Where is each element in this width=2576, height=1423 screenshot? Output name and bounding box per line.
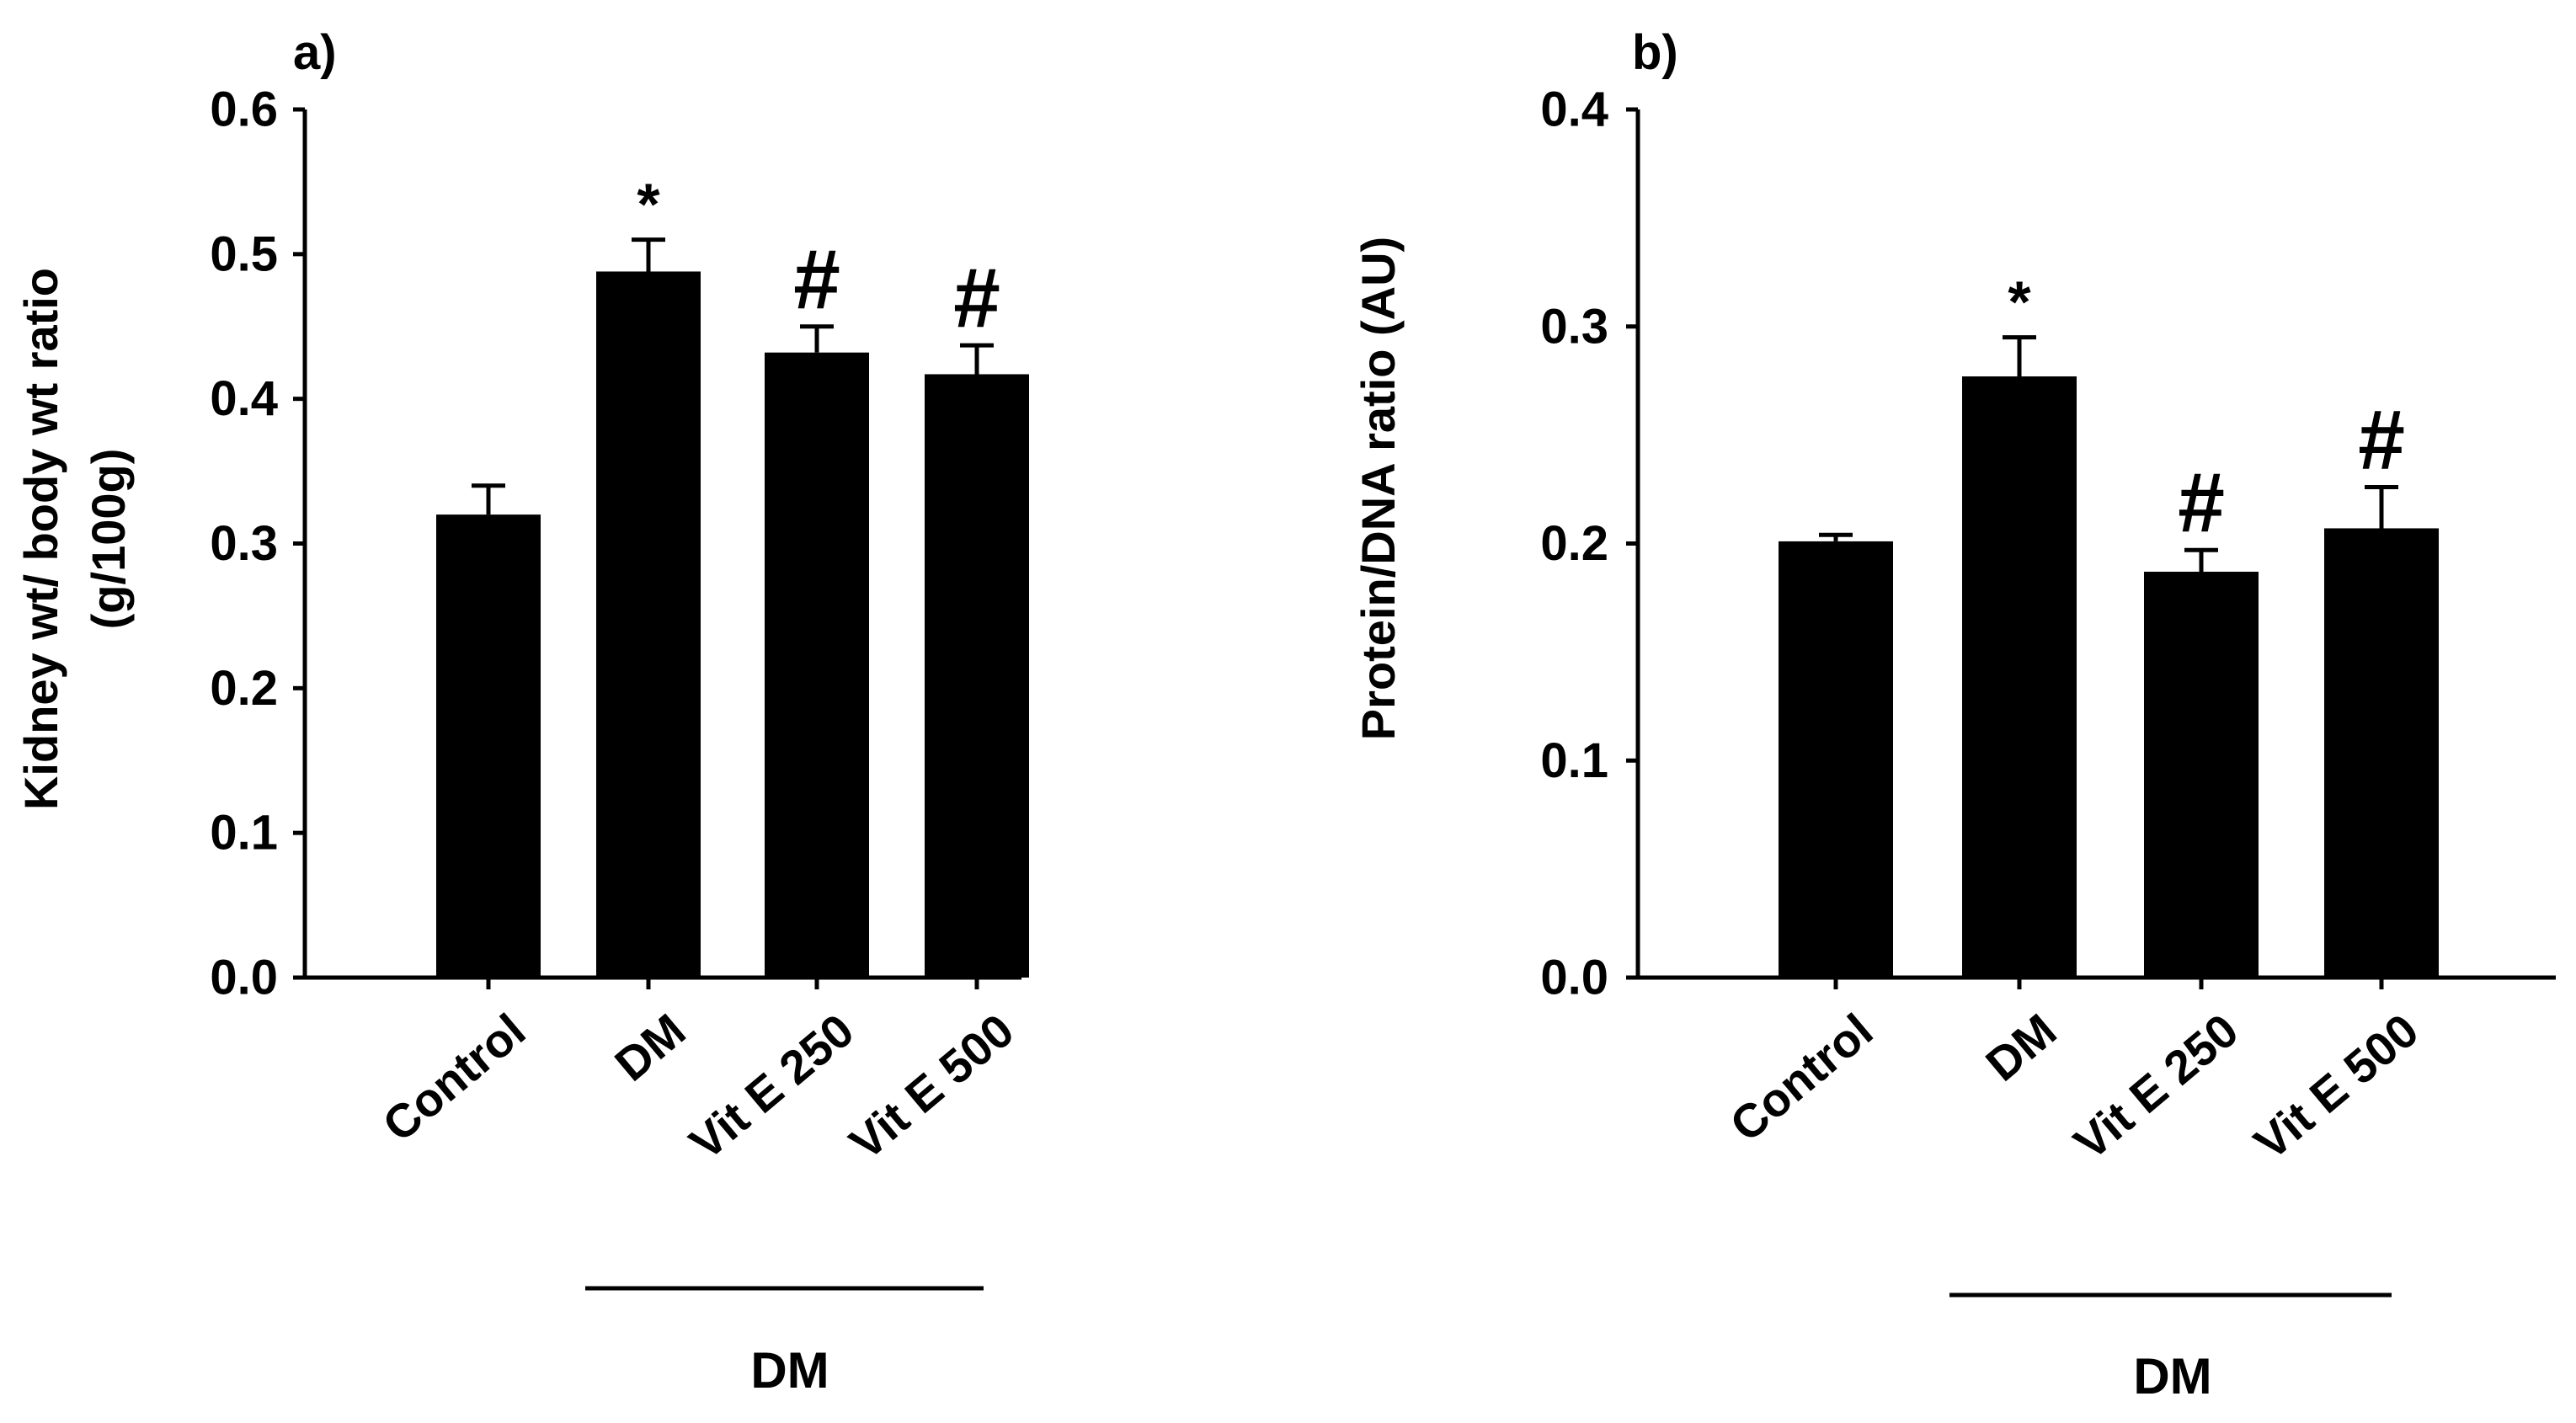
panel-a-error-bar <box>472 483 505 515</box>
panel-a-y-axis-title: Kidney wt/ body wt ratio <box>14 268 67 810</box>
panel-b-error-bar <box>2365 484 2398 529</box>
panel-b-significance-marker: # <box>2178 456 2225 550</box>
panel-b-category-label: DM <box>1976 1004 2066 1091</box>
panel-b-y-tick-label: 0.2 <box>1540 516 1608 571</box>
panel-a-y-tick-label: 0.6 <box>210 83 278 137</box>
panel-a-significance-marker: * <box>637 172 660 237</box>
panel-a-error-bar <box>632 237 665 272</box>
panel-a-bars <box>436 271 1029 978</box>
panel-a-y-tick-label: 0.3 <box>210 516 278 571</box>
panel-b-error-bars <box>1819 335 2398 573</box>
panel-a-group-label: DM <box>750 1342 829 1399</box>
panel-a-x-ticks <box>486 978 979 989</box>
panel-b-category-label: Control <box>1720 1004 1882 1152</box>
panel-b-x-ticks <box>1833 978 2384 989</box>
panel-b-bar-dm <box>1962 376 2077 978</box>
panel-a-significance-marker: # <box>793 232 840 327</box>
panel-b-bar-control <box>1779 541 1893 978</box>
panel-a-y-tick-label: 0.2 <box>210 661 278 716</box>
panel-b-y-tick-label: 0.4 <box>1540 83 1608 137</box>
panel-b-category-label: Vit E 500 <box>2244 1004 2429 1170</box>
panel-b-category-label: Vit E 250 <box>2064 1004 2248 1170</box>
panel-a-error-bar <box>960 343 994 375</box>
panel-a-category-label: DM <box>605 1004 695 1091</box>
panel-a-category-label: Control <box>372 1004 535 1152</box>
panel-b-significance: * # # <box>2008 269 2404 551</box>
panel-b-group-label: DM <box>2133 1348 2211 1404</box>
panel-b-significance-marker: * <box>2008 269 2031 335</box>
panel-a-y-tick-label: 0.4 <box>210 371 278 426</box>
panel-a-y-tick-label: 0.1 <box>210 806 278 861</box>
panel-a-y-tick-labels: 0.0 0.1 0.2 0.3 0.4 0.5 0.6 <box>210 83 278 1005</box>
panel-a-error-bar <box>800 324 834 353</box>
panel-b-x-tick-labels: Control DM Vit E 250 Vit E 500 <box>1720 1004 2428 1170</box>
panel-b-y-axis-title: Protein/DNA ratio (AU) <box>1352 237 1405 740</box>
panel-a-category-label: Vit E 250 <box>680 1004 864 1170</box>
panel-a-category-label: Vit E 500 <box>840 1004 1024 1170</box>
panel-a-y-tick-label: 0.0 <box>210 951 278 1005</box>
panel-b: b) Protein/DNA ratio (AU) 0.0 0.1 0.2 0.… <box>1352 25 2556 1404</box>
panel-a-bar-control <box>436 514 541 978</box>
panel-a: a) Kidney wt/ body wt ratio (g/100g) 0.0… <box>14 25 1029 1399</box>
panel-b-bar-vit-e-500 <box>2324 528 2439 978</box>
panel-b-y-ticks <box>1626 107 1638 980</box>
panel-a-label: a) <box>293 25 337 80</box>
panel-b-y-tick-label: 0.0 <box>1540 951 1608 1005</box>
panel-a-bar-vit-e-500 <box>925 374 1029 978</box>
panel-a-y-tick-label: 0.5 <box>210 227 278 281</box>
panel-b-error-bar <box>1819 532 1853 541</box>
panel-a-bar-dm <box>596 271 701 978</box>
panel-b-y-tick-label: 0.1 <box>1540 733 1608 788</box>
panel-a-y-ticks <box>293 107 305 980</box>
panel-b-label: b) <box>1632 25 1678 80</box>
panel-b-bar-vit-e-250 <box>2144 572 2259 978</box>
panel-b-y-tick-labels: 0.0 0.1 0.2 0.3 0.4 <box>1540 83 1608 1005</box>
panel-b-significance-marker: # <box>2358 392 2405 487</box>
panel-a-significance-marker: # <box>953 251 1000 345</box>
panel-b-bars <box>1779 376 2439 978</box>
panel-a-y-axis-title-units: (g/100g) <box>82 449 135 630</box>
panel-a-x-tick-labels: Control DM Vit E 250 Vit E 500 <box>372 1004 1023 1170</box>
panel-b-y-tick-label: 0.3 <box>1540 299 1608 354</box>
panel-a-bar-vit-e-250 <box>765 352 869 978</box>
panel-b-error-bar <box>2003 335 2036 377</box>
panel-a-error-bars <box>472 237 994 515</box>
panel-a-significance: * # # <box>637 172 1000 345</box>
panel-b-error-bar <box>2184 547 2218 573</box>
